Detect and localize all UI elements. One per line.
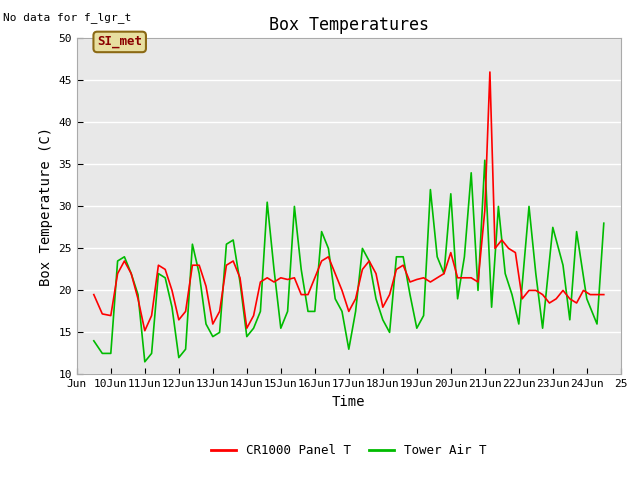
CR1000 Panel T bbox=[600, 292, 607, 298]
CR1000 Panel T bbox=[440, 271, 448, 276]
CR1000 Panel T bbox=[148, 313, 156, 319]
Line: CR1000 Panel T: CR1000 Panel T bbox=[94, 72, 604, 331]
Tower Air T bbox=[90, 338, 98, 344]
CR1000 Panel T bbox=[486, 69, 493, 75]
Y-axis label: Box Temperature (C): Box Temperature (C) bbox=[39, 127, 53, 286]
Tower Air T bbox=[559, 262, 567, 268]
Line: Tower Air T: Tower Air T bbox=[94, 160, 604, 362]
Tower Air T bbox=[532, 271, 540, 276]
X-axis label: Time: Time bbox=[332, 395, 365, 409]
Text: SI_met: SI_met bbox=[97, 36, 142, 48]
Tower Air T bbox=[515, 321, 523, 327]
Tower Air T bbox=[481, 157, 489, 163]
Tower Air T bbox=[141, 359, 148, 365]
CR1000 Panel T bbox=[426, 279, 434, 285]
Legend: CR1000 Panel T, Tower Air T: CR1000 Panel T, Tower Air T bbox=[205, 439, 492, 462]
CR1000 Panel T bbox=[365, 258, 373, 264]
CR1000 Panel T bbox=[141, 328, 148, 334]
CR1000 Panel T bbox=[90, 292, 98, 298]
Tower Air T bbox=[600, 220, 607, 226]
Title: Box Temperatures: Box Temperatures bbox=[269, 16, 429, 34]
Tower Air T bbox=[345, 347, 353, 352]
CR1000 Panel T bbox=[511, 250, 519, 255]
Tower Air T bbox=[264, 199, 271, 205]
Text: No data for f_lgr_t: No data for f_lgr_t bbox=[3, 12, 131, 23]
CR1000 Panel T bbox=[277, 275, 285, 281]
Tower Air T bbox=[209, 334, 216, 339]
